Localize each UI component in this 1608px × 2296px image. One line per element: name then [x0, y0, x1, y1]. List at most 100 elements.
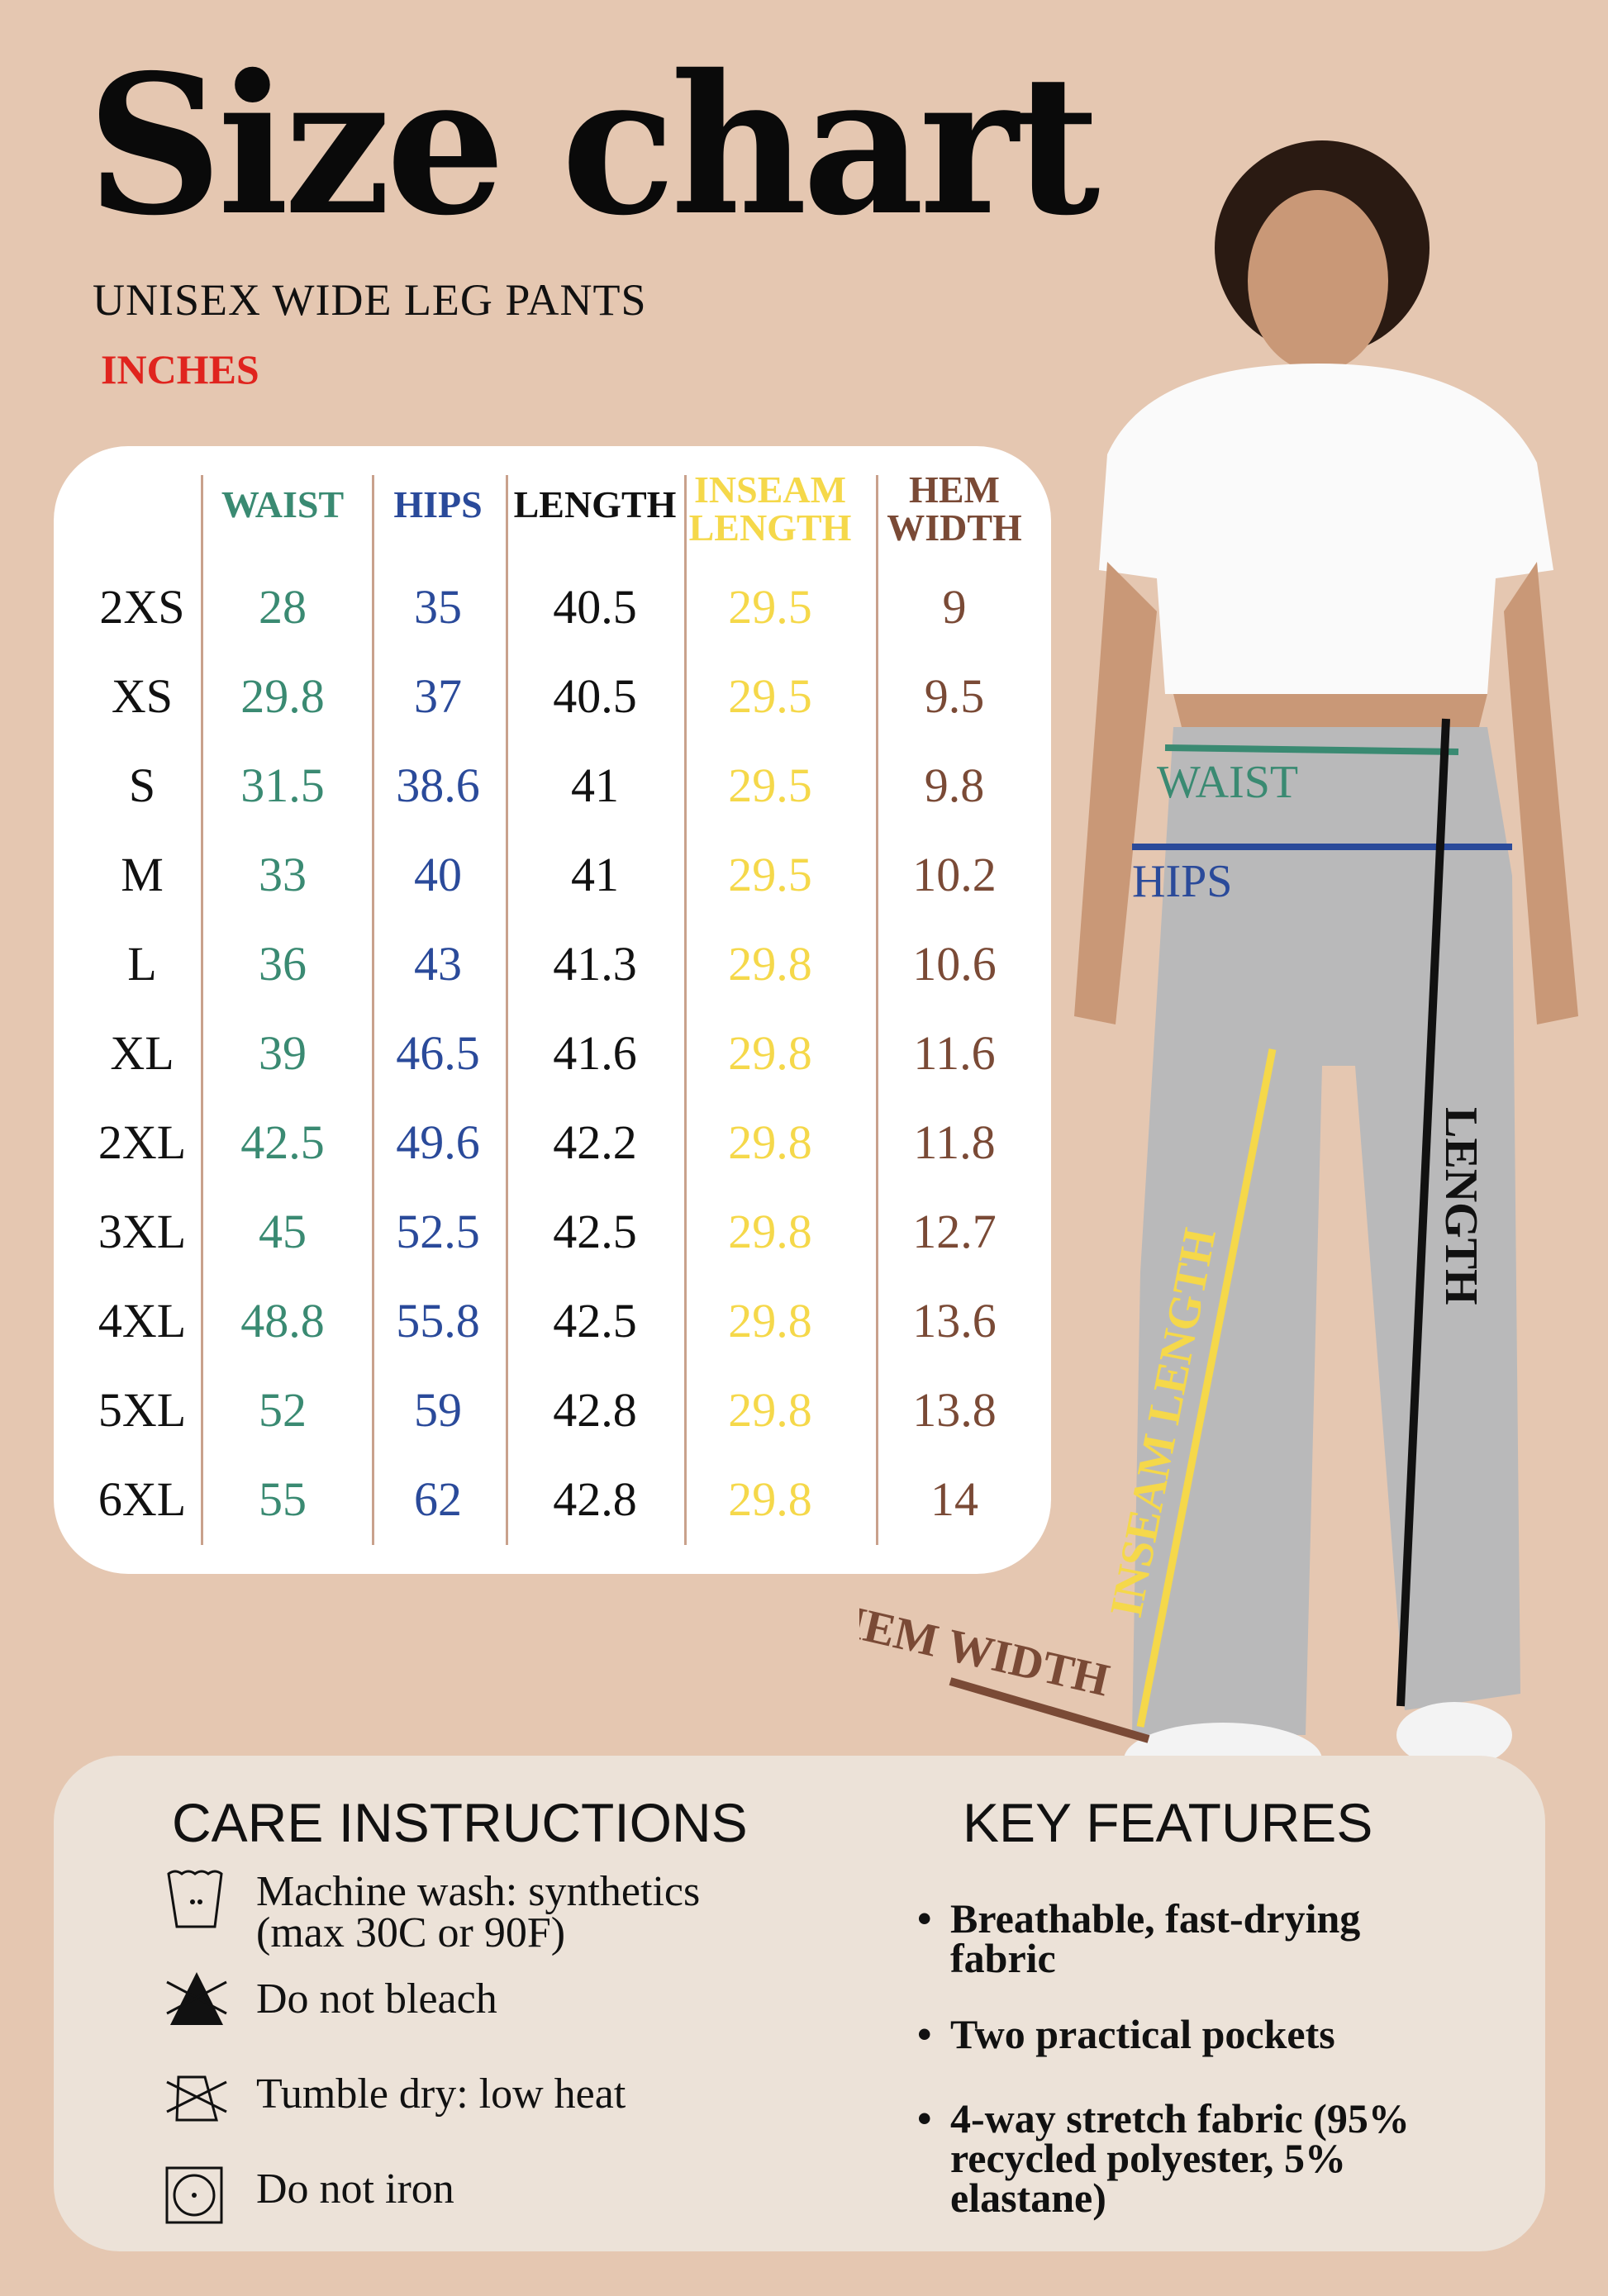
- cell-length: 41: [571, 758, 619, 812]
- hips-figure-label: HIPS: [1132, 856, 1232, 907]
- cell-hips: 43: [414, 937, 462, 991]
- cell-hips: 62: [414, 1472, 462, 1526]
- cell-hips: 52.5: [396, 1205, 480, 1258]
- cell-hem: 10.2: [912, 848, 997, 901]
- cell-waist: 42.5: [240, 1115, 325, 1169]
- hem-line: [949, 1677, 1150, 1743]
- care-item: Do not iron: [256, 2165, 454, 2213]
- waist-figure-label: WAIST: [1157, 757, 1298, 808]
- product-subtitle: UNISEX WIDE LEG PANTS: [93, 275, 647, 325]
- cell-waist: 31.5: [240, 758, 325, 812]
- do-not-bleach-icon: [166, 1972, 227, 2025]
- cell-hem: 10.6: [912, 937, 997, 991]
- cell-length: 42.8: [553, 1383, 637, 1437]
- column-divider: [684, 475, 687, 1545]
- size-label: 2XS: [99, 580, 185, 634]
- column-header-waist: WAIST: [196, 486, 369, 524]
- cell-hips: 49.6: [396, 1115, 480, 1169]
- cell-hips: 55.8: [396, 1294, 480, 1348]
- bullet-icon: •: [917, 1895, 932, 1942]
- care-text: Tumble dry: low heat: [256, 2070, 626, 2118]
- cell-hem: 9.8: [924, 758, 985, 812]
- cell-inseam: 29.5: [728, 669, 812, 723]
- page-title: Size chart: [87, 32, 1100, 258]
- column-header-hem: HEM WIDTH: [868, 471, 1041, 547]
- cell-length: 42.8: [553, 1472, 637, 1526]
- cell-inseam: 29.8: [728, 937, 812, 991]
- cell-length: 41.3: [553, 937, 637, 991]
- length-line: [1396, 718, 1450, 1707]
- cell-hips: 46.5: [396, 1026, 480, 1080]
- cell-length: 40.5: [553, 669, 637, 723]
- column-divider: [372, 475, 374, 1545]
- size-label: 2XL: [98, 1115, 187, 1169]
- cell-length: 42.5: [553, 1205, 637, 1258]
- header-line: LENGTH: [688, 506, 852, 549]
- waist-line: [1164, 744, 1459, 755]
- feature-text: Two practical pockets: [950, 2011, 1335, 2057]
- care-text: (max 30C or 90F): [256, 1909, 566, 1956]
- machine-wash-icon: [167, 1870, 223, 1928]
- column-divider: [201, 475, 203, 1545]
- care-text: Do not bleach: [256, 1975, 497, 2023]
- feature-text: fabric: [950, 1935, 1056, 1981]
- cell-inseam: 29.8: [728, 1115, 812, 1169]
- column-header-inseam: INSEAM LENGTH: [683, 471, 857, 547]
- cell-waist: 39: [259, 1026, 307, 1080]
- column-header-length: LENGTH: [508, 486, 682, 524]
- model-figure: WAIST HIPS LENGTH INSEAM LENGTH HEM WIDT…: [859, 140, 1578, 1797]
- inseam-line: [1136, 1048, 1277, 1728]
- features-title: KEY FEATURES: [963, 1792, 1373, 1853]
- cell-hem: 13.6: [912, 1294, 997, 1348]
- care-text: Machine wash: synthetics: [256, 1868, 701, 1915]
- care-text: Do not iron: [256, 2165, 454, 2213]
- header-line: WIDTH: [887, 506, 1022, 549]
- cell-length: 42.5: [553, 1294, 637, 1348]
- cell-length: 40.5: [553, 580, 637, 634]
- cell-waist: 52: [259, 1383, 307, 1437]
- info-card: [54, 1756, 1545, 2251]
- cell-hem: 14: [930, 1472, 978, 1526]
- bullet-icon: •: [917, 2011, 932, 2057]
- care-title: CARE INSTRUCTIONS: [172, 1792, 748, 1853]
- size-label: 5XL: [98, 1383, 187, 1437]
- column-divider: [506, 475, 508, 1545]
- cell-hem: 11.6: [913, 1026, 996, 1080]
- size-label: L: [127, 937, 157, 991]
- column-header-hips: HIPS: [351, 486, 525, 524]
- cell-hem: 11.8: [913, 1115, 996, 1169]
- feature-item: • Breathable, fast-drying fabric: [917, 1898, 1512, 1981]
- cell-inseam: 29.8: [728, 1294, 812, 1348]
- size-label: 3XL: [98, 1205, 187, 1258]
- cell-hem: 9: [942, 580, 967, 634]
- feature-item: • Two practical pockets: [917, 2011, 1512, 2057]
- cell-length: 42.2: [553, 1115, 637, 1169]
- cell-hem: 9.5: [924, 669, 985, 723]
- header-line: INSEAM: [693, 468, 847, 511]
- care-item: Tumble dry: low heat: [256, 2070, 626, 2118]
- cell-hem: 13.8: [912, 1383, 997, 1437]
- size-label: 4XL: [98, 1294, 187, 1348]
- cell-waist: 29.8: [240, 669, 325, 723]
- length-figure-label: LENGTH: [1435, 1107, 1487, 1305]
- cell-waist: 55: [259, 1472, 307, 1526]
- cell-hips: 38.6: [396, 758, 480, 812]
- cell-length: 41.6: [553, 1026, 637, 1080]
- feature-text: elastane): [950, 2175, 1106, 2221]
- cell-inseam: 29.5: [728, 848, 812, 901]
- size-table-card: [54, 446, 1051, 1574]
- cell-inseam: 29.8: [728, 1383, 812, 1437]
- size-label: XL: [110, 1026, 174, 1080]
- cell-hips: 35: [414, 580, 462, 634]
- model-illustration: [1074, 140, 1578, 1797]
- feature-text: recycled polyester, 5%: [950, 2135, 1347, 2181]
- cell-waist: 33: [259, 848, 307, 901]
- cell-waist: 28: [259, 580, 307, 634]
- cell-hips: 37: [414, 669, 462, 723]
- cell-waist: 48.8: [240, 1294, 325, 1348]
- do-not-iron-icon: [165, 2166, 223, 2224]
- header-line: HIPS: [393, 483, 483, 525]
- cell-hips: 59: [414, 1383, 462, 1437]
- size-label: 6XL: [98, 1472, 187, 1526]
- cell-hips: 40: [414, 848, 462, 901]
